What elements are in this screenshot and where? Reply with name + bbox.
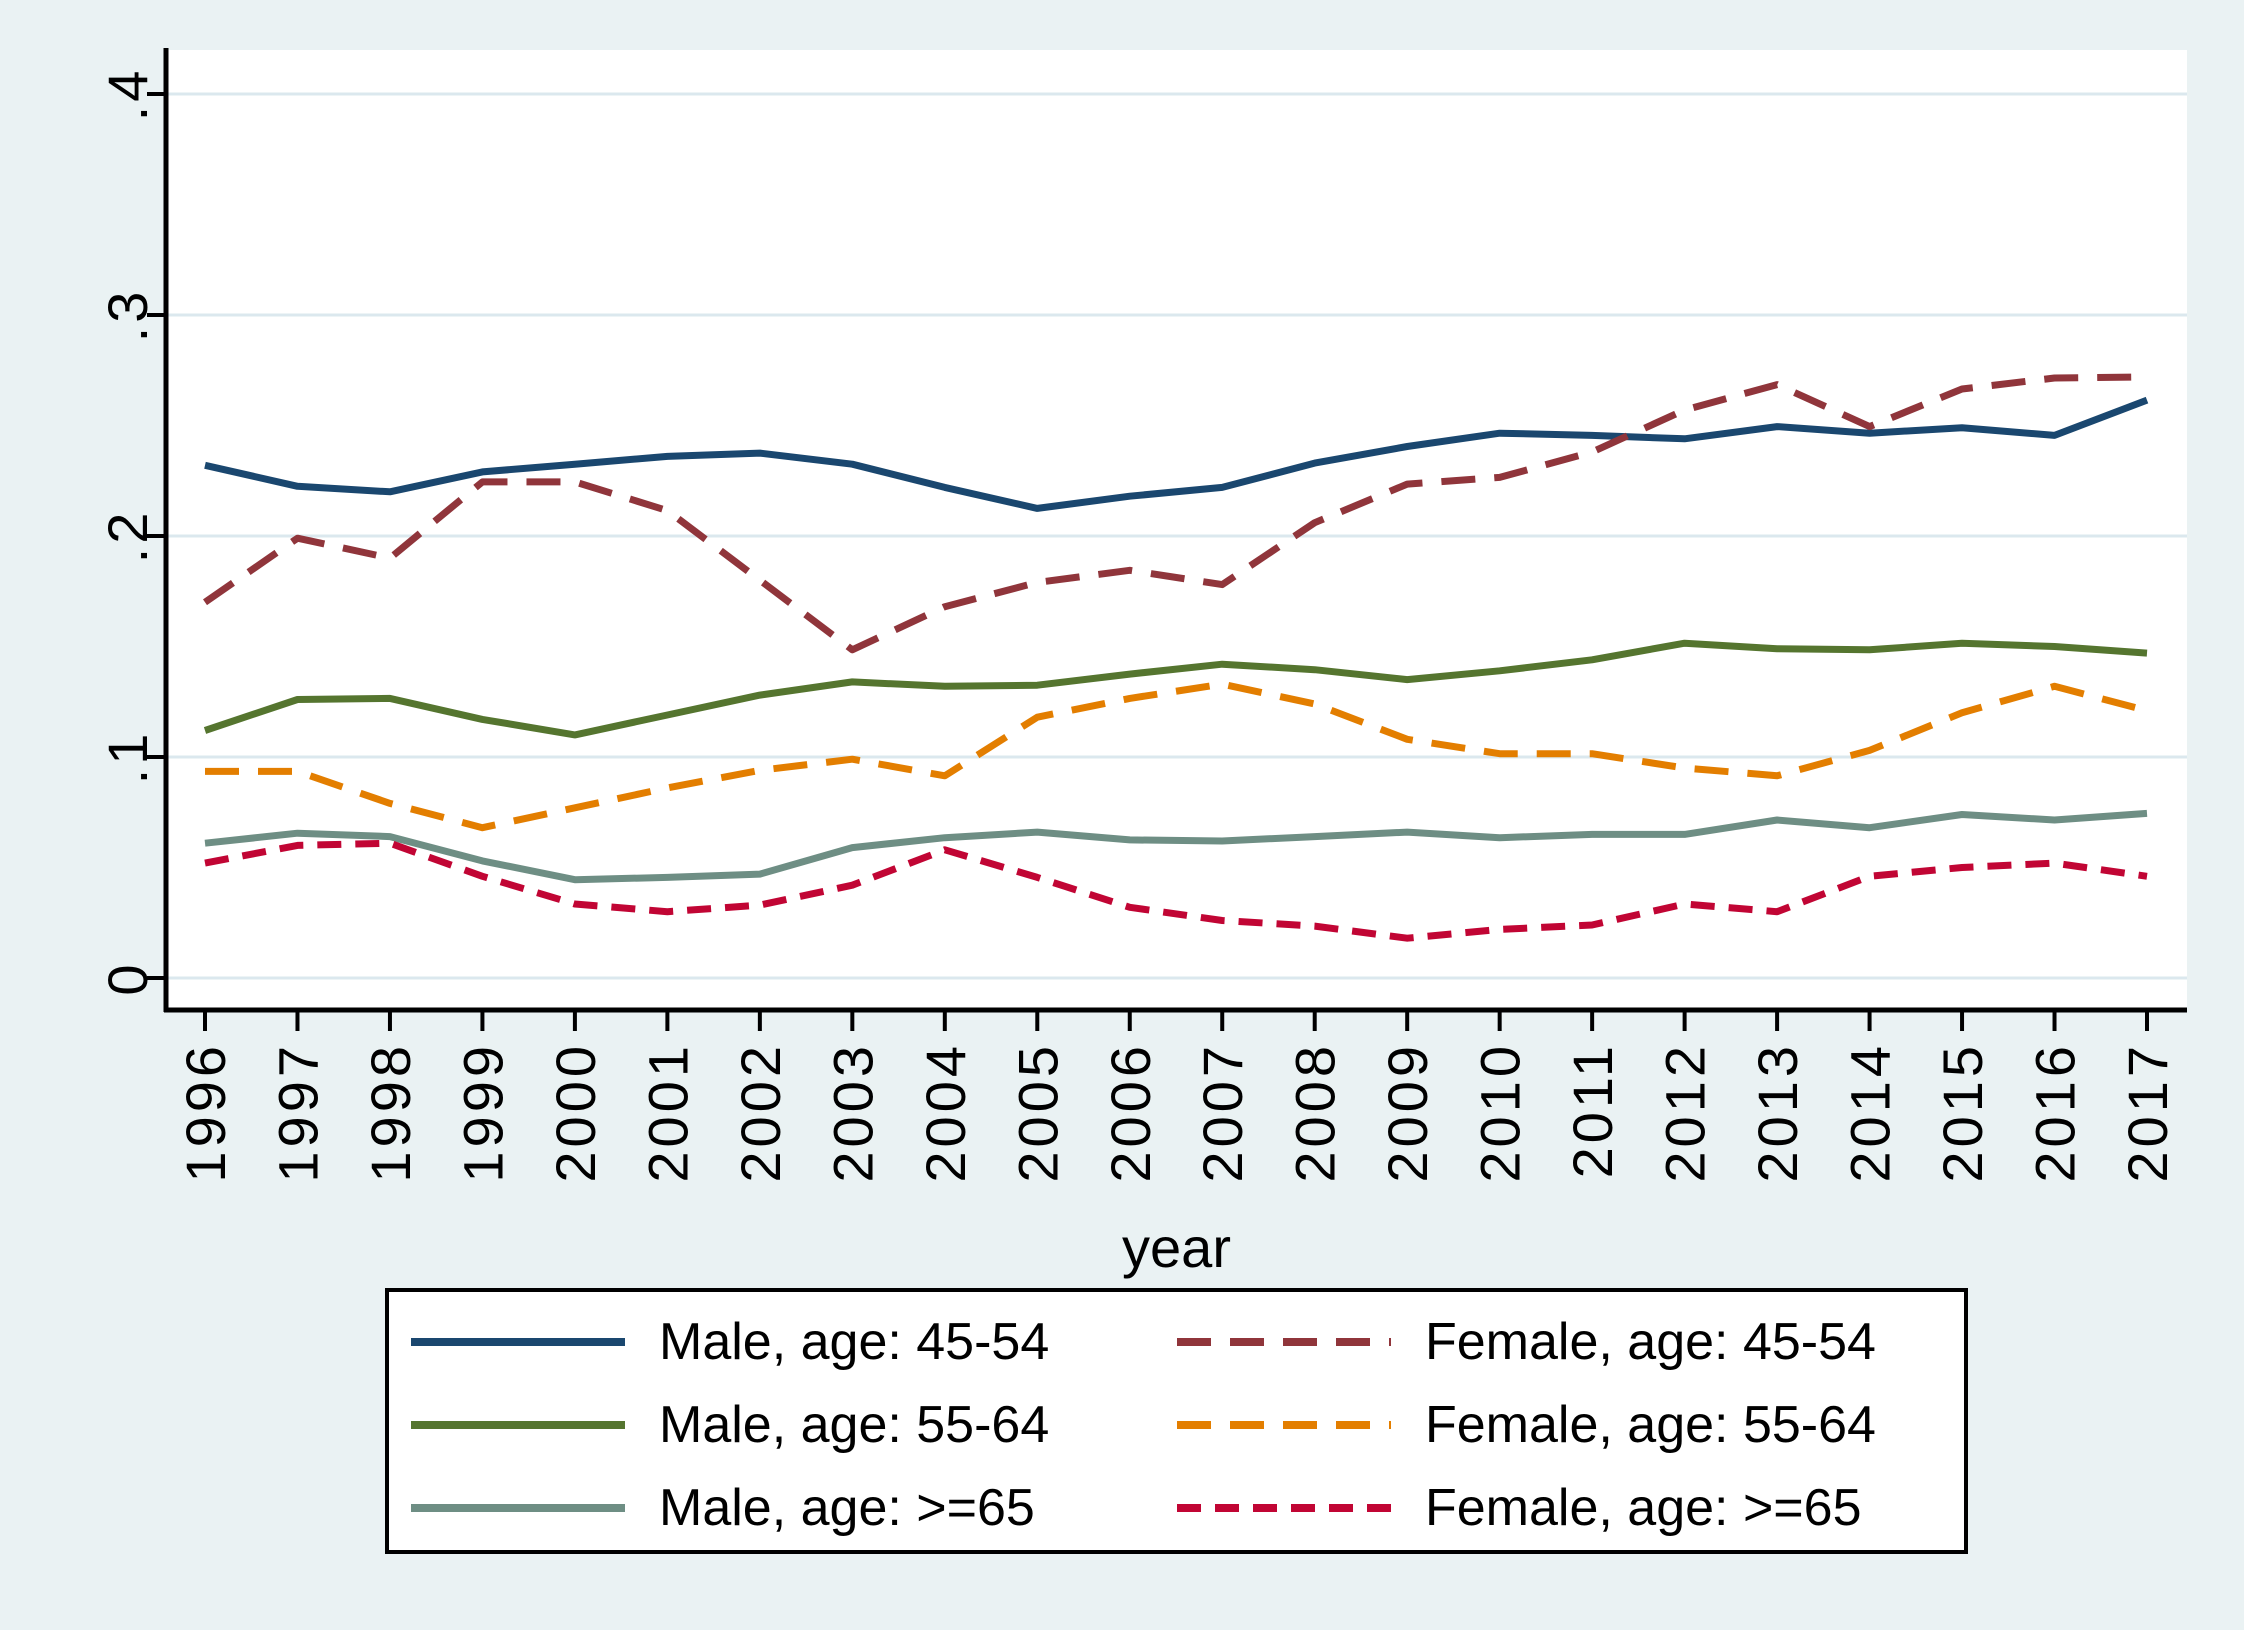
legend-item: Male, age: 45-54 — [411, 1300, 1049, 1383]
legend-item: Male, age: >=65 — [411, 1466, 1049, 1549]
series-line-male-age-65 — [204, 809, 2148, 884]
legend-column-male: Male, age: 45-54 Male, age: 55-64 Male, … — [411, 1300, 1049, 1549]
x-tick-label: 1998 — [359, 1042, 422, 1183]
legend-item: Male, age: 55-64 — [411, 1383, 1049, 1466]
series-line-male-age-45-54 — [204, 396, 2149, 512]
legend-swatch-dashed-line-icon — [1177, 1337, 1391, 1346]
x-tick-label: 2002 — [729, 1042, 792, 1183]
legend-label: Male, age: 45-54 — [659, 1312, 1050, 1371]
x-tick-label: 1996 — [174, 1042, 237, 1183]
legend-swatch-solid-line-icon — [411, 1503, 625, 1512]
y-tick-label: .1 — [96, 730, 159, 785]
legend-swatch-dashed-line-icon — [1177, 1420, 1391, 1429]
x-tick-label: 2006 — [1099, 1042, 1162, 1183]
legend-label: Male, age: >=65 — [659, 1478, 1035, 1537]
x-tick-label: 2012 — [1654, 1042, 1717, 1183]
legend-swatch-solid-line-icon — [411, 1337, 625, 1346]
x-tick-label: 2016 — [2024, 1042, 2087, 1183]
x-tick-label: 2013 — [1746, 1042, 1809, 1183]
x-tick-label: 2001 — [636, 1042, 699, 1183]
legend-item: Female, age: 45-54 — [1177, 1300, 1876, 1383]
series-line-male-age-55-64 — [203, 639, 2148, 739]
x-tick-label: 2008 — [1284, 1042, 1347, 1183]
legend-label: Male, age: 55-64 — [659, 1395, 1050, 1454]
legend-label: Female, age: >=65 — [1425, 1478, 1862, 1537]
x-tick-label: 2011 — [1561, 1042, 1624, 1178]
legend-label: Female, age: 45-54 — [1425, 1312, 1876, 1371]
x-tick-label: 2007 — [1191, 1042, 1254, 1183]
y-tick-label: .2 — [96, 509, 159, 564]
series-line-female-age-65 — [204, 839, 2148, 942]
x-tick-label: 2010 — [1469, 1042, 1532, 1183]
x-tick-label: 2000 — [544, 1042, 607, 1183]
y-tick-label: .4 — [96, 67, 159, 122]
x-tick-label: 1999 — [451, 1042, 514, 1183]
x-tick-label: 2009 — [1376, 1042, 1439, 1183]
x-tick-label: 2017 — [2116, 1042, 2179, 1183]
x-axis-title: year — [1122, 1216, 1231, 1279]
x-tick-label: 2003 — [821, 1042, 884, 1183]
legend-item: Female, age: 55-64 — [1177, 1383, 1876, 1466]
y-tick-label: 0 — [96, 960, 159, 995]
series-line-female-age-45-54 — [203, 373, 2148, 654]
plot-area — [166, 50, 2187, 1010]
y-tick-label: .3 — [96, 288, 159, 343]
legend-label: Female, age: 55-64 — [1425, 1395, 1876, 1454]
x-tick-label: 2015 — [1931, 1042, 1994, 1183]
legend-item: Female, age: >=65 — [1177, 1466, 1876, 1549]
legend-swatch-solid-line-icon — [411, 1420, 625, 1429]
legend-swatch-dashed-line-icon — [1177, 1503, 1391, 1512]
legend-column-female: Female, age: 45-54 Female, age: 55-64 Fe… — [1177, 1300, 1876, 1549]
legend: Male, age: 45-54 Male, age: 55-64 Male, … — [385, 1288, 1968, 1554]
series-line-female-age-55-64 — [205, 680, 2148, 832]
x-tick-label: 2005 — [1006, 1042, 1069, 1183]
x-tick-label: 2014 — [1839, 1042, 1902, 1183]
x-tick-label: 1997 — [266, 1042, 329, 1183]
x-tick-label: 2004 — [914, 1042, 977, 1183]
